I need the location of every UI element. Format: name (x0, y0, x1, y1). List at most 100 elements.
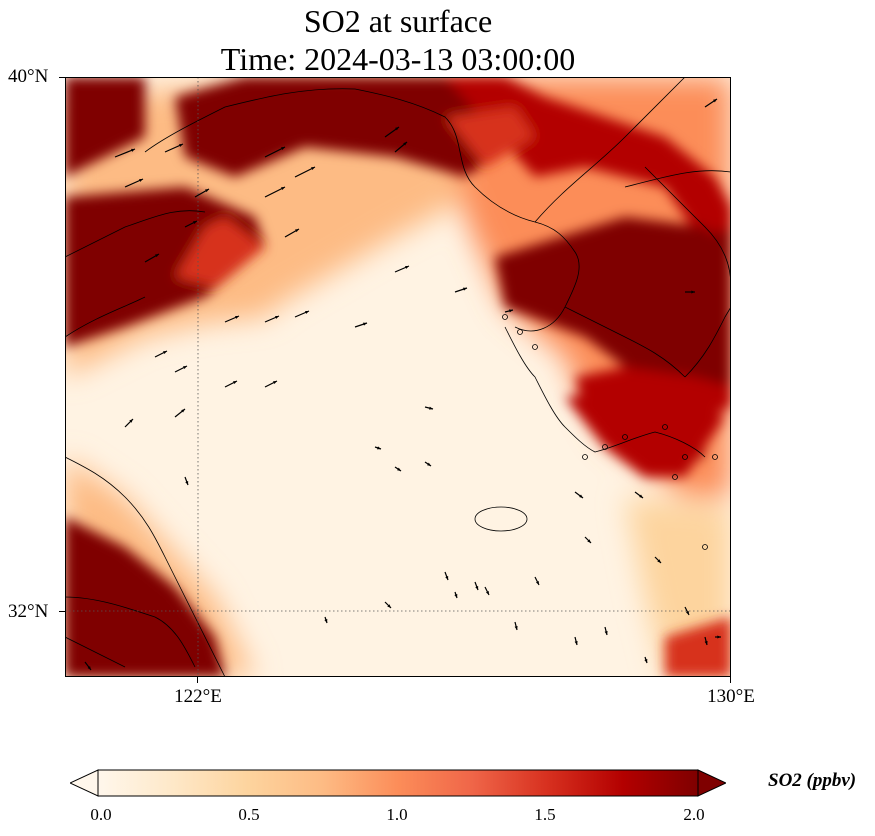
wind-vector-30 (685, 290, 695, 294)
wind-vector-16 (264, 315, 280, 323)
wind-vector-46 (644, 656, 648, 664)
wind-vector-31 (574, 491, 584, 499)
wind-vector-14 (454, 287, 468, 293)
island-5 (622, 434, 628, 440)
wind-vector-0 (114, 148, 136, 158)
wind-vector-50 (324, 616, 328, 624)
core-korea-east (685, 227, 731, 387)
wind-vector-2 (264, 146, 286, 158)
wind-vector-33 (584, 536, 592, 544)
wind-vector-12 (144, 253, 160, 263)
island-3 (582, 454, 588, 460)
wind-vector-28 (394, 466, 402, 472)
coastline-segment-4 (534, 77, 686, 223)
island-4 (602, 444, 608, 450)
wind-vector-43 (514, 621, 518, 631)
wind-vector-1 (164, 143, 184, 153)
colorbar-extend-min (70, 769, 99, 797)
wind-vector-5 (394, 141, 408, 153)
lon-label-122: 122°E (174, 686, 222, 707)
wind-vector-45 (604, 626, 608, 636)
map-title-line1: SO2 at surface (303, 3, 493, 39)
gridlines (65, 77, 731, 677)
lon-tick-130 (730, 677, 731, 683)
wind-vector-34 (654, 556, 662, 564)
island-2 (532, 344, 538, 350)
wind-vector-21 (224, 380, 238, 388)
wind-vector-17 (294, 310, 310, 318)
colorbar-label: SO2 (ppbv) (768, 770, 857, 791)
core-korea-central (495, 217, 731, 387)
coastline-segment-13 (65, 636, 126, 668)
wind-vector-15 (224, 315, 240, 323)
wind-vector-22 (264, 380, 278, 388)
island-9 (712, 454, 718, 460)
wind-vector-35 (684, 606, 690, 616)
coastline-segment-12 (65, 596, 196, 668)
wind-vector-9 (264, 186, 286, 198)
lat-label-32: 32°N (8, 601, 49, 622)
wind-vector-25 (424, 406, 434, 410)
colorbar-tick-0: 0.0 (90, 805, 112, 824)
colorbar-tick-4: 2.0 (683, 805, 705, 824)
coastline-segment-5 (624, 170, 731, 188)
wind-vector-7 (124, 178, 144, 188)
colorbar-tick-2: 1.0 (386, 805, 408, 824)
wind-vector-13 (394, 265, 410, 273)
wind-vector-38 (474, 581, 479, 591)
coastline-segment-11 (65, 456, 226, 677)
island-7 (672, 474, 678, 480)
colorbar-tick-3: 1.5 (534, 805, 556, 824)
island-0 (502, 314, 508, 320)
colorbar-extend-max (697, 769, 726, 797)
coastlines (65, 77, 731, 677)
wind-vector-29 (504, 309, 514, 313)
lon-label-130: 130°E (707, 686, 755, 707)
coastline-segment-7 (684, 306, 731, 378)
wind-vector-37 (444, 571, 449, 581)
lat-tick-40 (59, 77, 65, 78)
wind-vector-39 (484, 586, 490, 596)
wind-vector-8 (194, 188, 210, 198)
lat-tick-32 (59, 611, 65, 612)
wind-vector-44 (574, 636, 578, 646)
wind-vector-4 (384, 126, 400, 138)
coastline-segment-6 (644, 166, 731, 288)
wind-vector-20 (174, 365, 188, 373)
wind-vectors (84, 98, 721, 671)
wind-vector-11 (184, 220, 198, 228)
island-1 (517, 329, 523, 335)
so2-map[interactable] (65, 77, 731, 677)
colorbar (70, 769, 726, 797)
so2-map-svg (65, 77, 731, 677)
wind-vector-27 (424, 461, 432, 467)
core-bohai (175, 77, 525, 177)
wind-vector-47 (715, 635, 721, 639)
core-liaoning (445, 107, 535, 167)
wind-vector-48 (84, 661, 92, 671)
map-title-line2: Time: 2024-03-13 03:00:00 (220, 41, 576, 77)
colorbar-gradient (97, 769, 699, 797)
wind-vector-42 (384, 601, 392, 609)
wind-vector-36 (704, 636, 708, 646)
wind-vector-49 (184, 476, 189, 486)
coastline-segment-10 (65, 296, 146, 338)
lon-tick-122 (197, 677, 198, 683)
wind-vector-10 (284, 228, 300, 238)
island-6 (662, 424, 668, 430)
coastline-segment-3 (564, 306, 686, 378)
island-10 (702, 544, 708, 550)
wind-vector-6 (704, 98, 718, 108)
wind-vector-19 (154, 350, 168, 358)
colorbar-tick-1: 0.5 (238, 805, 260, 824)
wind-vector-41 (454, 591, 458, 599)
jeju-island-outline (474, 506, 528, 532)
wind-vector-40 (534, 576, 540, 586)
coastline-segment-8 (504, 326, 706, 458)
coastline-segment-1 (144, 88, 536, 223)
wind-vector-32 (634, 491, 644, 499)
wind-vector-24 (124, 418, 134, 428)
core-shanghai (65, 597, 205, 677)
island-8 (682, 454, 688, 460)
lat-label-40: 40°N (8, 66, 49, 87)
